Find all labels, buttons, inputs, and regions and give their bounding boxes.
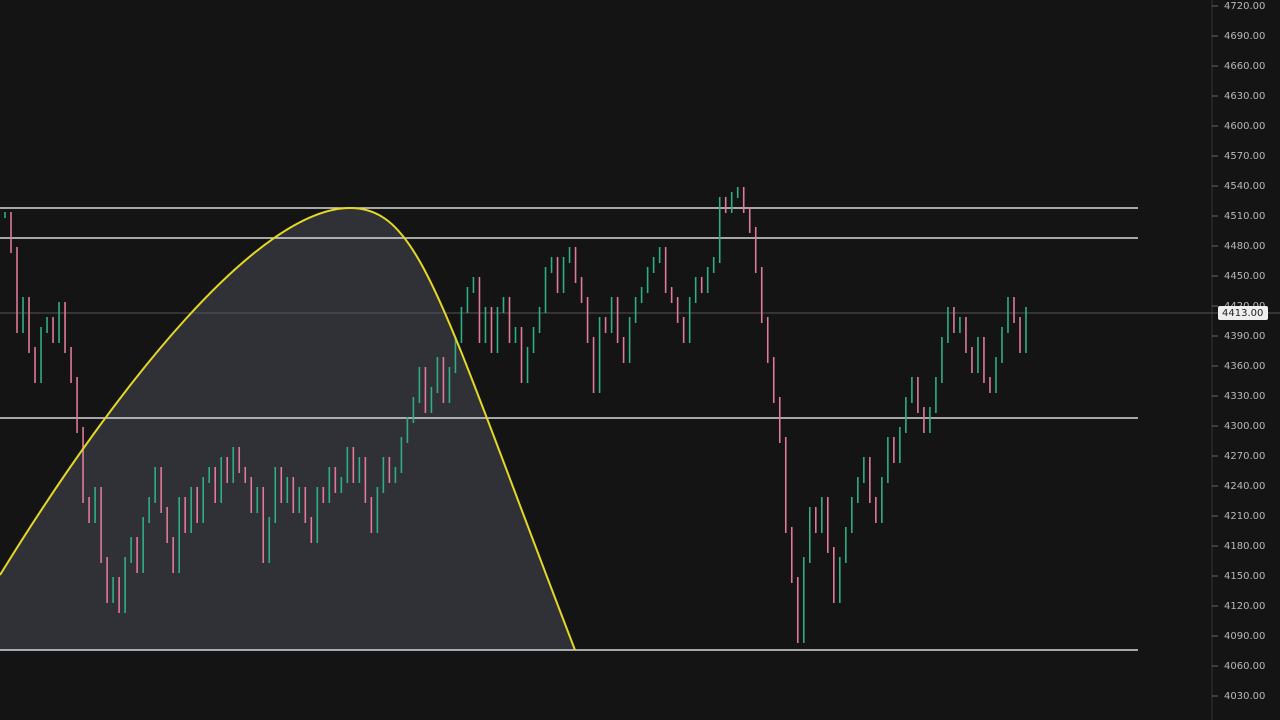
y-tick-label: 4600.00 (1224, 121, 1265, 132)
y-tick-label: 4690.00 (1224, 31, 1265, 42)
y-tick-label: 4240.00 (1224, 481, 1265, 492)
yellow-curve (0, 206, 576, 651)
y-tick-label: 4180.00 (1224, 541, 1265, 552)
y-tick-label: 4450.00 (1224, 271, 1265, 282)
y-tick-label: 4300.00 (1224, 421, 1265, 432)
y-tick-label: 4720.00 (1224, 1, 1265, 12)
y-tick-label: 4540.00 (1224, 181, 1265, 192)
y-tick-label: 4150.00 (1224, 571, 1265, 582)
y-tick-label: 4270.00 (1224, 451, 1265, 462)
y-tick-label: 4360.00 (1224, 361, 1265, 372)
y-tick-label: 4210.00 (1224, 511, 1265, 522)
y-tick-label: 4330.00 (1224, 391, 1265, 402)
y-tick-label: 4120.00 (1224, 601, 1265, 612)
candles (4, 187, 1027, 643)
y-tick-label: 4570.00 (1224, 151, 1265, 162)
y-tick-label: 4030.00 (1224, 691, 1265, 702)
y-tick-label: 4510.00 (1224, 211, 1265, 222)
y-tick-label: 4660.00 (1224, 61, 1265, 72)
y-tick-label: 4090.00 (1224, 631, 1265, 642)
y-tick-label: 4480.00 (1224, 241, 1265, 252)
last-price-box (1218, 306, 1268, 320)
y-tick-label: 4060.00 (1224, 661, 1265, 672)
y-tick-label: 4630.00 (1224, 91, 1265, 102)
y-tick-label: 4390.00 (1224, 331, 1265, 342)
last-price-label: 4413.00 (1222, 308, 1263, 319)
price-axis: 4720.00 4690.00 4660.00 4630.00 4600.00 4570.… (1212, 1, 1268, 702)
levels (0, 207, 1280, 651)
